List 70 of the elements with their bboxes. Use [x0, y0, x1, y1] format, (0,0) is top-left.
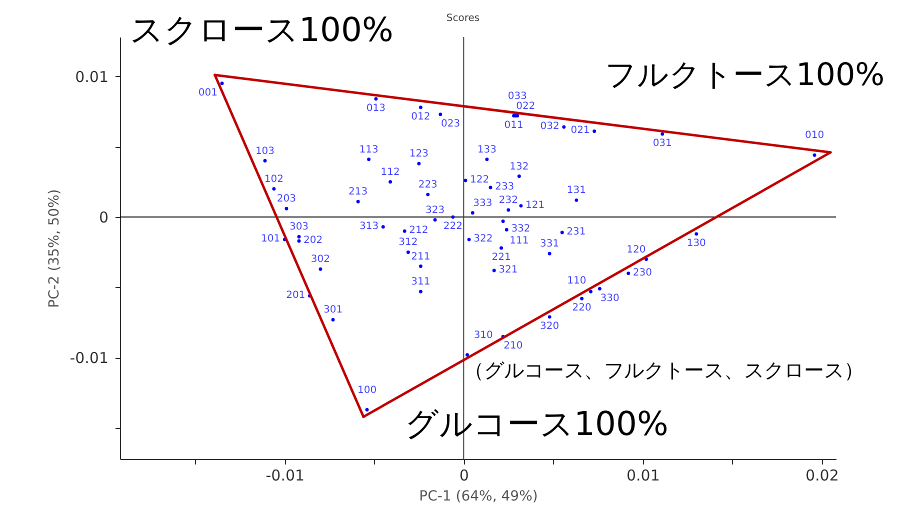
annotation: 233: [495, 182, 514, 193]
annotation: 311: [411, 276, 430, 288]
annotation: 223: [418, 180, 438, 191]
annotation: 113: [359, 144, 378, 156]
x-tick-label: 0.01: [626, 466, 660, 484]
annotation: 313: [359, 220, 379, 232]
annotation: 220: [572, 302, 592, 314]
annotation: 231: [566, 226, 586, 238]
annotation: 120: [626, 244, 646, 256]
annotation: 330: [600, 292, 620, 304]
annotation: 022: [516, 100, 536, 112]
annotation: 131: [566, 185, 586, 196]
annotation: 032: [540, 121, 560, 132]
annotation: 013: [366, 102, 386, 114]
annotation: 011: [504, 120, 524, 131]
annotation: 221: [492, 252, 511, 263]
annotation: 123: [409, 148, 428, 160]
annotation: 302: [310, 254, 330, 266]
y-tick-label: -0.01: [70, 349, 108, 368]
annotation: 110: [567, 276, 586, 287]
annotation: 210: [504, 340, 523, 352]
annotation: 033: [508, 90, 527, 102]
annotation: 211: [411, 251, 430, 262]
y-axis-title: PC-2 (35%, 50%): [46, 189, 63, 308]
annotation: 332: [511, 224, 530, 235]
annotation: 320: [540, 320, 560, 332]
x-tick-label: -0.01: [266, 466, 305, 484]
chart-title: Scores: [446, 13, 480, 24]
annotation: 012: [411, 111, 430, 122]
annotation: （グルコース、フルクトース、スクロース）: [464, 358, 864, 382]
annotation: 103: [255, 146, 275, 157]
annotation: 201: [286, 290, 306, 301]
y-tick-label: 0.01: [75, 68, 108, 86]
annotation: 122: [470, 174, 490, 186]
annotation: 101: [261, 234, 280, 245]
y-tick-label: 0: [98, 208, 108, 227]
annotation: 322: [474, 234, 493, 245]
annotation: 222: [443, 221, 462, 232]
annotation: 321: [498, 264, 518, 276]
annotation: 111: [510, 235, 529, 246]
annotation: 212: [409, 225, 428, 236]
x-tick-label: 0: [459, 466, 469, 484]
annotation: 203: [276, 194, 296, 205]
annotation: 102: [264, 174, 284, 185]
x-tick-label: 0.02: [805, 466, 839, 484]
annotation: 130: [686, 238, 706, 249]
annotation: 213: [348, 186, 368, 198]
annotation: 333: [473, 198, 492, 209]
annotation: 023: [440, 118, 460, 130]
annotation: 133: [477, 144, 496, 156]
annotation: 301: [323, 304, 343, 316]
annotation: 031: [652, 138, 672, 150]
annotation: 001: [198, 87, 218, 98]
annotation: フルクトース100%: [605, 57, 885, 93]
annotation: 230: [632, 267, 652, 278]
annotation: 021: [570, 125, 590, 136]
annotation: 232: [498, 195, 518, 206]
annotation: 202: [304, 234, 323, 246]
annotation: スクロース100%: [130, 10, 394, 49]
annotation: 331: [540, 238, 560, 250]
annotation: 312: [398, 237, 418, 248]
annotation: 010: [804, 130, 824, 142]
annotation: 310: [474, 330, 493, 341]
x-axis-title: PC-1 (64%, 49%): [419, 488, 538, 504]
annotation: 121: [526, 200, 545, 211]
annotation: 303: [289, 222, 309, 233]
annotation: 112: [380, 166, 400, 178]
annotation: 100: [357, 384, 377, 396]
annotation: 132: [510, 161, 529, 172]
annotation: 323: [425, 204, 445, 216]
